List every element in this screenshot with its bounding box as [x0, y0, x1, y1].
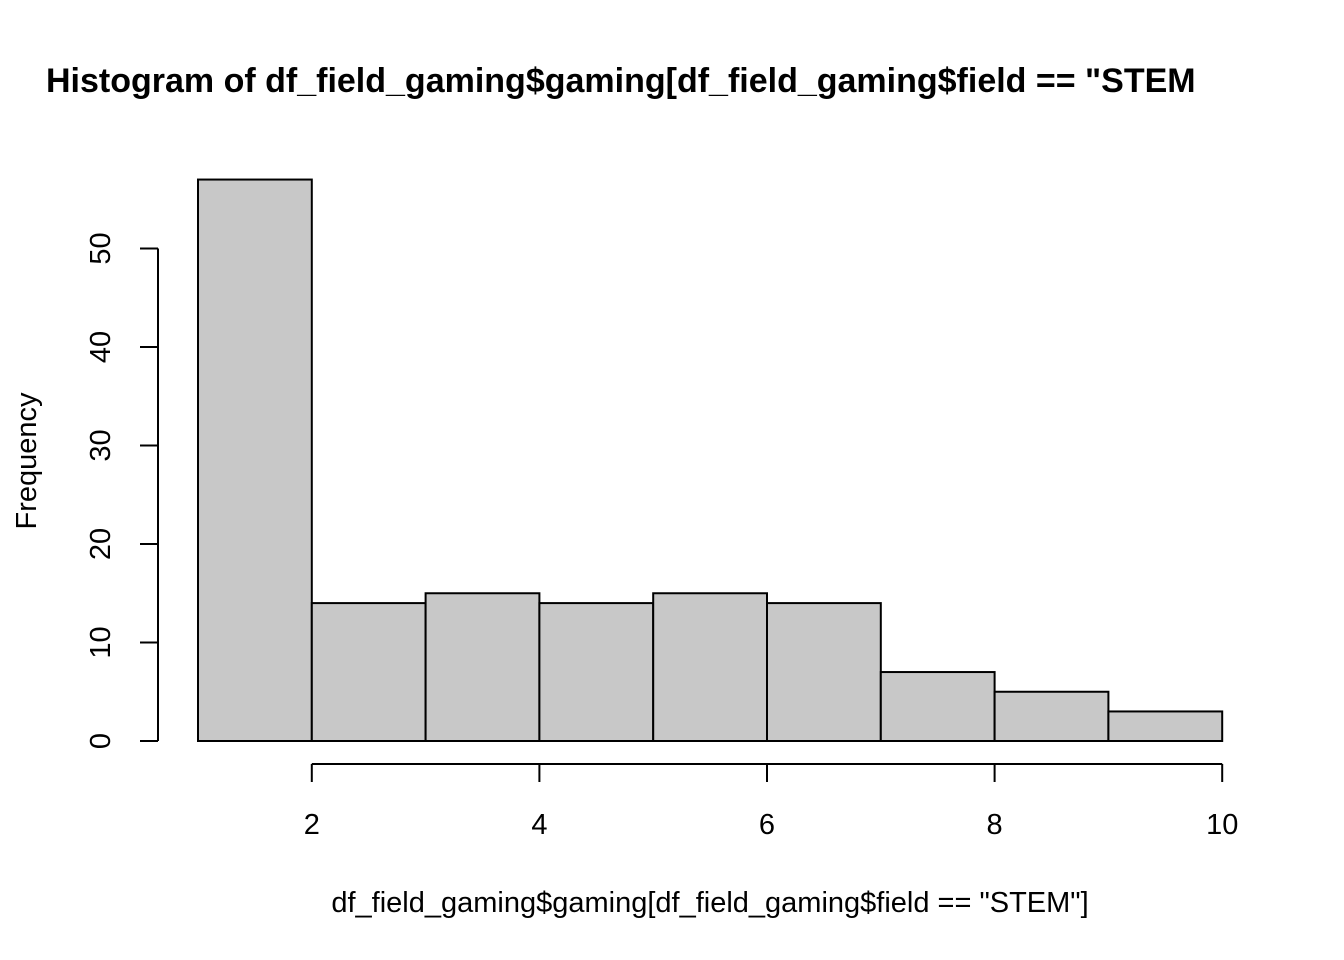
y-tick-label-0: 0: [85, 733, 117, 749]
x-tick-label-2: 2: [304, 809, 320, 841]
y-tick-label-20: 20: [85, 528, 117, 560]
histogram-bar-3: [424, 592, 541, 742]
y-tick-label-50: 50: [85, 232, 117, 264]
y-axis-title: Frequency: [11, 392, 43, 530]
histogram-bar-6: [766, 602, 882, 742]
histogram-bar-5: [652, 592, 769, 742]
histogram-bar-9: [1107, 710, 1224, 743]
y-axis: 0 10 20 30 40 50: [85, 232, 159, 749]
y-tick-label-40: 40: [85, 331, 117, 363]
histogram-bar-2: [310, 602, 427, 742]
chart-title: Histogram of df_field_gaming$gaming[df_f…: [46, 62, 1196, 100]
histogram-bar-1: [197, 178, 313, 743]
histogram-bar-7: [879, 671, 996, 742]
x-tick-label-6: 6: [759, 809, 775, 841]
y-tick-label-10: 10: [85, 626, 117, 658]
x-axis-title: df_field_gaming$gaming[df_field_gaming$f…: [331, 887, 1088, 919]
y-tick-label-30: 30: [85, 429, 117, 461]
histogram-bar-4: [538, 602, 655, 742]
bars-group: [197, 178, 1224, 743]
x-tick-label-4: 4: [531, 809, 547, 841]
x-tick-label-10: 10: [1206, 809, 1238, 841]
histogram-bar-8: [993, 690, 1110, 742]
x-tick-label-8: 8: [987, 809, 1003, 841]
x-axis: 2 4 6 8 10: [304, 763, 1238, 841]
